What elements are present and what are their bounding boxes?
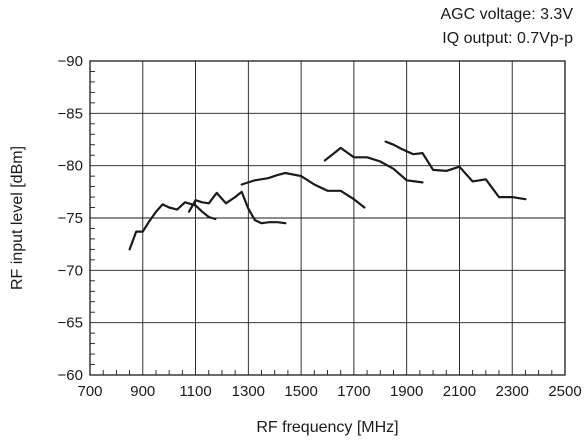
y-tick-label: −75 [58, 210, 83, 227]
x-tick-label: 1100 [179, 383, 211, 400]
minor-ticks [90, 71, 553, 375]
series-layer [128, 140, 527, 251]
x-tick-label: 1900 [390, 383, 423, 400]
x-tick-label: 1300 [232, 383, 265, 400]
x-tick-label: 1500 [284, 383, 317, 400]
x-tick-label: 900 [130, 383, 155, 400]
x-tick-label: 2100 [443, 383, 476, 400]
grid [89, 60, 566, 376]
y-tick-label: −80 [58, 158, 83, 175]
x-tick-label: 2500 [548, 383, 581, 400]
y-axis-label: RF input level [dBm] [9, 146, 26, 290]
x-tick-label: 2300 [496, 383, 529, 400]
annotation-iq-output: IQ output: 0.7Vp-p [442, 30, 573, 47]
y-tick-label: −85 [58, 105, 83, 122]
y-tick-label: −60 [58, 367, 83, 384]
x-tick-label: 700 [77, 383, 102, 400]
series-line-5 [384, 140, 527, 201]
y-tick-labels: −90 −85 −80 −75 −70 −65 −60 [58, 53, 83, 384]
x-tick-label: 1700 [337, 383, 370, 400]
y-tick-label: −70 [58, 262, 83, 279]
annotation-agc-voltage: AGC voltage: 3.3V [440, 6, 573, 23]
x-tick-labels: 700 900 1100 1300 1500 1700 1900 2100 2300 2500 [77, 383, 581, 400]
y-tick-label: −65 [58, 315, 83, 332]
plot-frame [89, 60, 566, 376]
series-line-1 [128, 201, 217, 251]
series-line-4 [323, 146, 424, 184]
y-tick-label: −90 [58, 53, 83, 70]
series-line-3 [240, 171, 366, 209]
x-axis-label: RF frequency [MHz] [256, 419, 398, 436]
series-line-2 [187, 190, 287, 225]
